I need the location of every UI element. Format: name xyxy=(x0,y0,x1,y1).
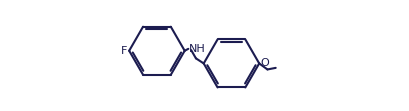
Text: O: O xyxy=(261,58,269,68)
Text: NH: NH xyxy=(189,44,205,54)
Text: F: F xyxy=(121,46,128,56)
